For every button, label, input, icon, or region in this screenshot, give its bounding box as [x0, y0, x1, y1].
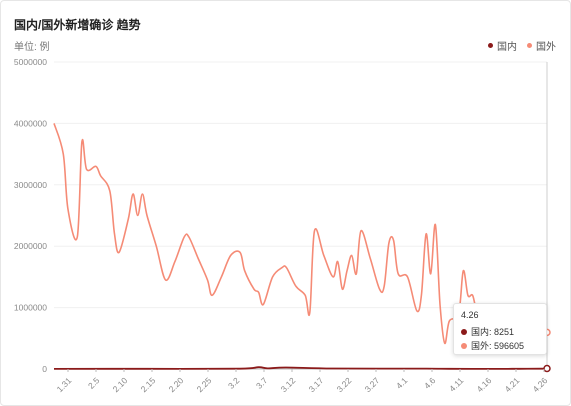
tooltip-foreign-value: 国外: 596605: [471, 341, 525, 351]
y-tick-label: 3000000: [14, 180, 47, 190]
legend: 国内 国外: [488, 38, 556, 53]
tooltip-date: 4.26: [461, 310, 479, 320]
legend-item-foreign[interactable]: 国外: [527, 38, 556, 53]
x-tick-label: 3.2: [226, 375, 242, 391]
tooltip-swatch-foreign: [461, 342, 467, 349]
x-tick-label: 1.31: [55, 375, 74, 394]
x-tick-label: 3.22: [335, 375, 354, 394]
x-tick-label: 4.21: [503, 375, 522, 394]
y-tick-label: 5000000: [14, 57, 47, 67]
x-tick-label: 4.1: [394, 375, 410, 391]
x-tick-label: 3.27: [363, 375, 382, 394]
x-tick-label: 3.12: [279, 375, 298, 394]
chart-title: 国内/国外新增确诊 趋势: [14, 18, 141, 32]
series-point-domestic: [543, 364, 551, 373]
x-tick-label: 4.26: [531, 375, 550, 394]
tooltip-row-domestic: 国内: 8251: [461, 325, 514, 338]
x-tick-label: 2.10: [111, 375, 130, 394]
legend-label-foreign: 国外: [536, 42, 556, 53]
legend-label-domestic: 国内: [497, 42, 517, 53]
x-tick-label: 4.11: [447, 375, 466, 394]
y-tick-label: 0: [42, 364, 47, 374]
series-line-domestic: [53, 366, 548, 370]
legend-swatch-foreign: [527, 43, 532, 48]
tooltip-row-foreign: 国外: 596605: [461, 339, 524, 352]
x-tick-label: 2.25: [195, 375, 214, 394]
x-tick-label: 4.6: [422, 375, 438, 391]
x-tick-label: 2.20: [167, 375, 186, 394]
y-tick-label: 1000000: [14, 303, 47, 313]
tooltip: 4.26 国内: 8251 国外: 596605: [453, 303, 547, 355]
tooltip-swatch-domestic: [461, 328, 467, 335]
y-tick-label: 2000000: [14, 241, 47, 251]
unit-label: 单位: 例: [14, 42, 50, 53]
x-tick-label: 3.17: [307, 375, 326, 394]
x-tick-label: 2.5: [86, 375, 102, 391]
x-tick-label: 2.15: [139, 375, 158, 394]
legend-item-domestic[interactable]: 国内: [488, 38, 517, 53]
legend-swatch-domestic: [488, 43, 493, 48]
x-tick-label: 4.16: [475, 375, 494, 394]
x-tick-label: 3.7: [254, 375, 270, 391]
tooltip-domestic-value: 国内: 8251: [471, 327, 515, 337]
y-tick-label: 4000000: [14, 118, 47, 128]
